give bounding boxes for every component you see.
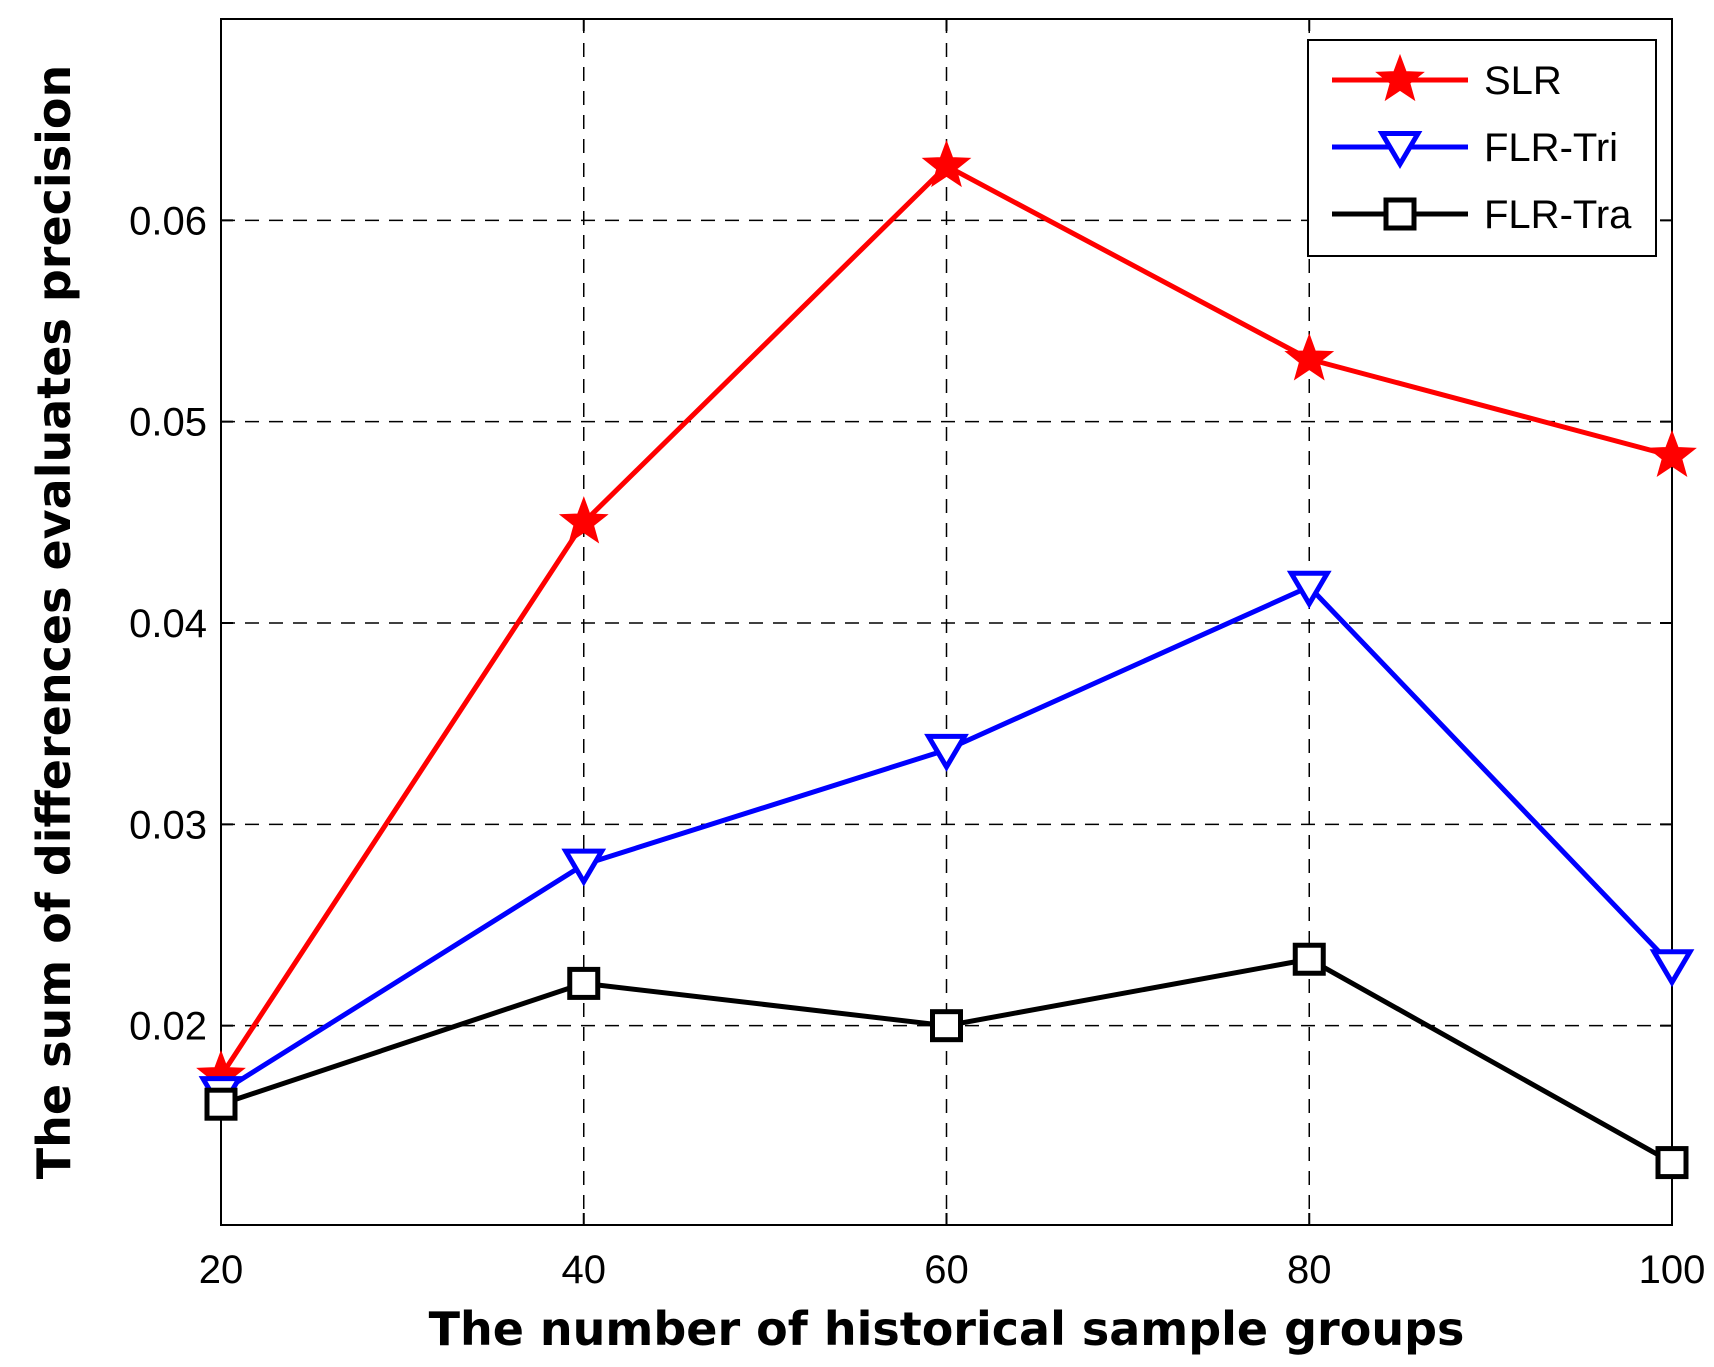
data-point [567,966,601,1000]
data-point [930,1009,963,1043]
x-axis-ticks: 20 40 60 80 100 [199,19,1706,1292]
y-tick-label: 0.06 [129,199,207,243]
legend-entry: FLR-Tra [1332,193,1632,237]
data-point [1284,333,1335,381]
legend-label: FLR-Tri [1484,126,1618,170]
x-tick-label: 80 [1287,1248,1332,1292]
legend-entry: SLR [1332,53,1562,103]
data-point [204,1087,238,1121]
x-tick-label: 100 [1639,1248,1706,1292]
y-axis-ticks: 0.02 0.03 0.04 0.05 0.06 [129,199,1672,1049]
data-point [921,139,972,188]
y-tick-label: 0.02 [129,1005,207,1049]
legend-entry: FLR-Tri [1332,126,1618,170]
series-flr-tra [204,942,1689,1180]
data-point [1286,570,1332,609]
data-point [558,496,609,544]
y-axis-title: The sum of differences evaluates precisi… [27,65,81,1179]
x-tick-label: 60 [924,1248,969,1292]
x-tick-label: 40 [562,1248,607,1292]
series [196,139,1697,1180]
legend-marker [1383,197,1417,231]
data-point [924,733,969,772]
data-point [1292,942,1326,976]
legend-marker [1377,131,1423,170]
data-point [1655,1146,1689,1180]
x-tick-label: 20 [199,1248,244,1292]
legend-marker [1375,53,1425,102]
legend-label: FLR-Tra [1484,193,1632,237]
x-axis-title: The number of historical sample groups [429,1302,1465,1356]
y-tick-label: 0.04 [129,602,207,646]
y-tick-label: 0.03 [129,803,207,847]
data-point [561,848,607,887]
legend-label: SLR [1484,59,1562,103]
legend: SLR FLR-Tri FLR-Tra [1307,39,1657,257]
y-tick-label: 0.05 [129,401,207,445]
series-slr [196,139,1697,1098]
data-point [1647,429,1697,478]
data-point [1649,949,1695,988]
